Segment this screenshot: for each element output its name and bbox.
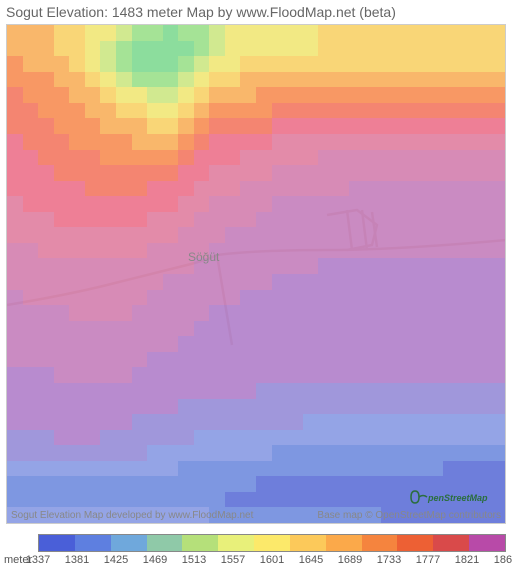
- legend-labels: 1337138114251469151315571601164516891733…: [0, 554, 512, 572]
- attribution-right: Base map © OpenStreetMap contributors: [317, 510, 501, 521]
- place-label: Söğüt: [188, 250, 219, 264]
- svg-text:penStreetMap: penStreetMap: [427, 493, 488, 503]
- osm-logo-icon: penStreetMap: [409, 488, 499, 509]
- elevation-cells: [7, 25, 505, 523]
- page-title: Sogut Elevation: 1483 meter Map by www.F…: [0, 0, 512, 24]
- elevation-map: Söğüt penStreetMap Sogut Elevation Map d…: [6, 24, 506, 524]
- attribution-left: Sogut Elevation Map developed by www.Flo…: [11, 510, 253, 521]
- legend-bar: [38, 534, 506, 552]
- color-legend: meter 1337138114251469151315571601164516…: [0, 528, 512, 582]
